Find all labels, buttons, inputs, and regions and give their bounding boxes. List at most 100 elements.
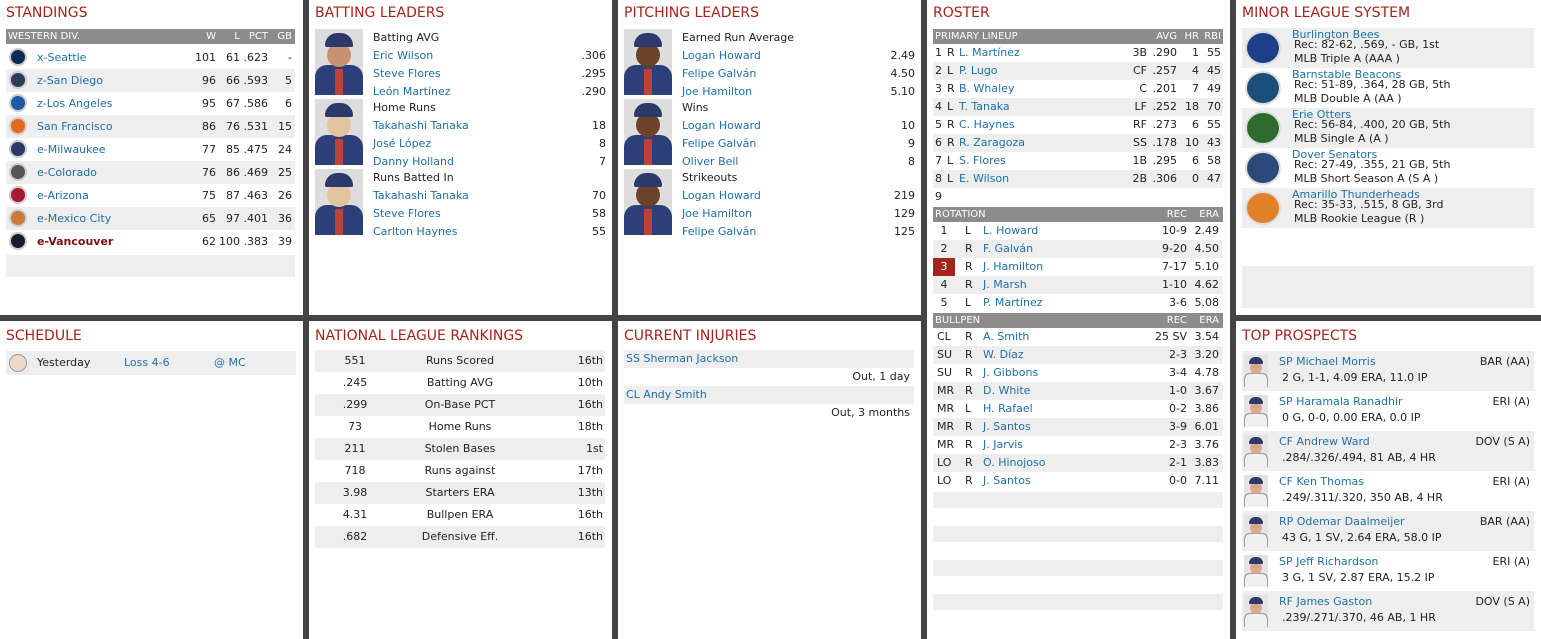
- leader-row[interactable]: Steve Flores .295: [369, 65, 606, 83]
- lineup-row[interactable]: 9: [933, 188, 1223, 206]
- lineup-row[interactable]: 2 L P. Lugo CF .257 4 45: [933, 62, 1223, 80]
- minor-team-link[interactable]: Dover Senators: [1292, 148, 1378, 161]
- minor-team-row[interactable]: Erie Otters Rec: 56-84, .400, 20 GB, 5th M…: [1242, 108, 1534, 148]
- prospect-row[interactable]: SP Jeff Richardson ERI (A) 3 G, 1 SV, 2.87…: [1242, 551, 1534, 591]
- lineup-row[interactable]: 3 R B. Whaley C .201 7 49: [933, 80, 1223, 98]
- rotation-row[interactable]: 2 R F. Galván 9-20 4.50: [933, 240, 1223, 258]
- player-link[interactable]: L. Martínez: [959, 46, 1020, 59]
- leader-row[interactable]: Carlton Haynes 55: [369, 223, 606, 241]
- leader-row[interactable]: Danny Holland 7: [369, 153, 606, 171]
- prospect-link[interactable]: CF Andrew Ward: [1279, 435, 1370, 448]
- prospect-row[interactable]: CF Andrew Ward DOV (S A) .284/.326/.494, 8…: [1242, 431, 1534, 471]
- schedule-opponent-link[interactable]: @ MC: [214, 356, 246, 369]
- injured-player-link[interactable]: CL Andy Smith: [626, 388, 707, 401]
- team-link[interactable]: e-Arizona: [37, 189, 89, 202]
- injury-item[interactable]: SS Sherman Jackson Out, 1 day: [624, 350, 914, 386]
- bullpen-row[interactable]: SU R J. Gibbons 3-4 4.78: [933, 364, 1223, 382]
- bullpen-row[interactable]: SU R W. Díaz 2-3 3.20: [933, 346, 1223, 364]
- standings-row[interactable]: San Francisco 86 76.531 15: [6, 115, 295, 138]
- bullpen-row[interactable]: CL R A. Smith 25 SV 3.54: [933, 328, 1223, 346]
- player-link[interactable]: Takahashi Tanaka: [373, 119, 469, 132]
- team-link[interactable]: San Francisco: [37, 120, 113, 133]
- player-link[interactable]: Logan Howard: [682, 49, 761, 62]
- player-link[interactable]: J. Santos: [983, 474, 1031, 487]
- player-link[interactable]: León Martínez: [373, 85, 451, 98]
- player-link[interactable]: Joe Hamilton: [682, 207, 753, 220]
- player-link[interactable]: Steve Flores: [373, 67, 441, 80]
- leader-row[interactable]: Felipe Galván 125: [678, 223, 915, 241]
- lineup-row[interactable]: 5 R C. Haynes RF .273 6 55: [933, 116, 1223, 134]
- player-link[interactable]: W. Díaz: [983, 348, 1024, 361]
- prospect-row[interactable]: SP Michael Morris BAR (AA) 2 G, 1-1, 4.09 …: [1242, 351, 1534, 391]
- schedule-result-link[interactable]: Loss 4-6: [124, 356, 170, 369]
- lineup-row[interactable]: 6 R R. Zaragoza SS .178 10 43: [933, 134, 1223, 152]
- prospect-link[interactable]: SP Haramala Ranadhir: [1279, 395, 1403, 408]
- minor-team-row[interactable]: Burlington Bees Rec: 82-62, .569, - GB, 1…: [1242, 28, 1534, 68]
- team-link[interactable]: z-San Diego: [37, 74, 103, 87]
- player-link[interactable]: E. Wilson: [959, 172, 1010, 185]
- player-link[interactable]: C. Haynes: [959, 118, 1015, 131]
- player-link[interactable]: Joe Hamilton: [682, 85, 753, 98]
- prospect-link[interactable]: CF Ken Thomas: [1279, 475, 1365, 488]
- standings-row[interactable]: e-Colorado 76 86.469 25: [6, 161, 295, 184]
- lineup-row[interactable]: 1 R L. Martínez 3B .290 1 55: [933, 44, 1223, 62]
- rotation-row[interactable]: 1 L L. Howard 10-9 2.49: [933, 222, 1223, 240]
- player-link[interactable]: Felipe Galván: [682, 225, 757, 238]
- leader-row[interactable]: Joe Hamilton 129: [678, 205, 915, 223]
- prospect-row[interactable]: SP Haramala Ranadhir ERI (A) 0 G, 0-0, 0.0…: [1242, 391, 1534, 431]
- player-link[interactable]: J. Gibbons: [983, 366, 1039, 379]
- standings-row[interactable]: e-Mexico City 65 97.401 36: [6, 207, 295, 230]
- player-link[interactable]: O. Hinojoso: [983, 456, 1046, 469]
- bullpen-row[interactable]: MR R J. Jarvis 2-3 3.76: [933, 436, 1223, 454]
- leader-row[interactable]: Oliver Bell 8: [678, 153, 915, 171]
- bullpen-row[interactable]: MR R D. White 1-0 3.67: [933, 382, 1223, 400]
- player-link[interactable]: P. Lugo: [959, 64, 998, 77]
- standings-row[interactable]: e-Milwaukee 77 85.475 24: [6, 138, 295, 161]
- minor-team-row[interactable]: Barnstable Beacons Rec: 51-89, .364, 28 G…: [1242, 68, 1534, 108]
- minor-team-link[interactable]: Erie Otters: [1292, 108, 1352, 121]
- prospect-link[interactable]: SP Jeff Richardson: [1279, 555, 1379, 568]
- player-link[interactable]: J. Jarvis: [983, 438, 1024, 451]
- player-link[interactable]: Danny Holland: [373, 155, 454, 168]
- player-link[interactable]: Eric Wilson: [373, 49, 434, 62]
- prospect-row[interactable]: RF James Gaston DOV (S A) .239/.271/.370, …: [1242, 591, 1534, 631]
- minor-team-row[interactable]: Dover Senators Rec: 27-49, .355, 21 GB, 5…: [1242, 148, 1534, 188]
- standings-row[interactable]: e-Vancouver 62 100.383 39: [6, 230, 295, 253]
- player-link[interactable]: Felipe Galván: [682, 137, 757, 150]
- injury-item[interactable]: CL Andy Smith Out, 3 months: [624, 386, 914, 422]
- leader-row[interactable]: Logan Howard 219: [678, 187, 915, 205]
- player-link[interactable]: Steve Flores: [373, 207, 441, 220]
- team-link[interactable]: e-Milwaukee: [37, 143, 106, 156]
- standings-row[interactable]: z-San Diego 96 66.593 5: [6, 69, 295, 92]
- rotation-row[interactable]: 3 R J. Hamilton 7-17 5.10: [933, 258, 1223, 276]
- player-link[interactable]: D. White: [983, 384, 1031, 397]
- minor-team-link[interactable]: Amarillo Thunderheads: [1292, 188, 1420, 201]
- lineup-row[interactable]: 7 L S. Flores 1B .295 6 58: [933, 152, 1223, 170]
- schedule-row[interactable]: Yesterday Loss 4-6 @ MC: [6, 351, 296, 375]
- player-link[interactable]: J. Santos: [983, 420, 1031, 433]
- standings-row[interactable]: x-Seattle 101 61.623 -: [6, 46, 295, 69]
- player-link[interactable]: Oliver Bell: [682, 155, 739, 168]
- leader-row[interactable]: Steve Flores 58: [369, 205, 606, 223]
- player-link[interactable]: T. Tanaka: [959, 100, 1010, 113]
- rotation-row[interactable]: 4 R J. Marsh 1-10 4.62: [933, 276, 1223, 294]
- player-link[interactable]: Takahashi Tanaka: [373, 189, 469, 202]
- prospect-link[interactable]: SP Michael Morris: [1279, 355, 1376, 368]
- player-link[interactable]: P. Martínez: [983, 296, 1043, 309]
- team-link[interactable]: e-Colorado: [37, 166, 97, 179]
- player-link[interactable]: H. Rafael: [983, 402, 1033, 415]
- bullpen-row[interactable]: MR L H. Rafael 0-2 3.86: [933, 400, 1223, 418]
- team-link[interactable]: e-Mexico City: [37, 212, 112, 225]
- player-link[interactable]: J. Marsh: [983, 278, 1027, 291]
- prospect-row[interactable]: RP Odemar Daalmeijer BAR (AA) 43 G, 1 SV, …: [1242, 511, 1534, 551]
- leader-row[interactable]: Felipe Galván 9: [678, 135, 915, 153]
- player-link[interactable]: Logan Howard: [682, 119, 761, 132]
- leader-row[interactable]: Joe Hamilton 5.10: [678, 83, 915, 101]
- player-link[interactable]: José López: [373, 137, 432, 150]
- standings-row[interactable]: z-Los Angeles 95 67.586 6: [6, 92, 295, 115]
- player-link[interactable]: J. Hamilton: [983, 260, 1044, 273]
- team-link[interactable]: x-Seattle: [37, 51, 87, 64]
- player-link[interactable]: F. Galván: [983, 242, 1034, 255]
- player-link[interactable]: R. Zaragoza: [959, 136, 1026, 149]
- minor-team-link[interactable]: Burlington Bees: [1292, 28, 1380, 41]
